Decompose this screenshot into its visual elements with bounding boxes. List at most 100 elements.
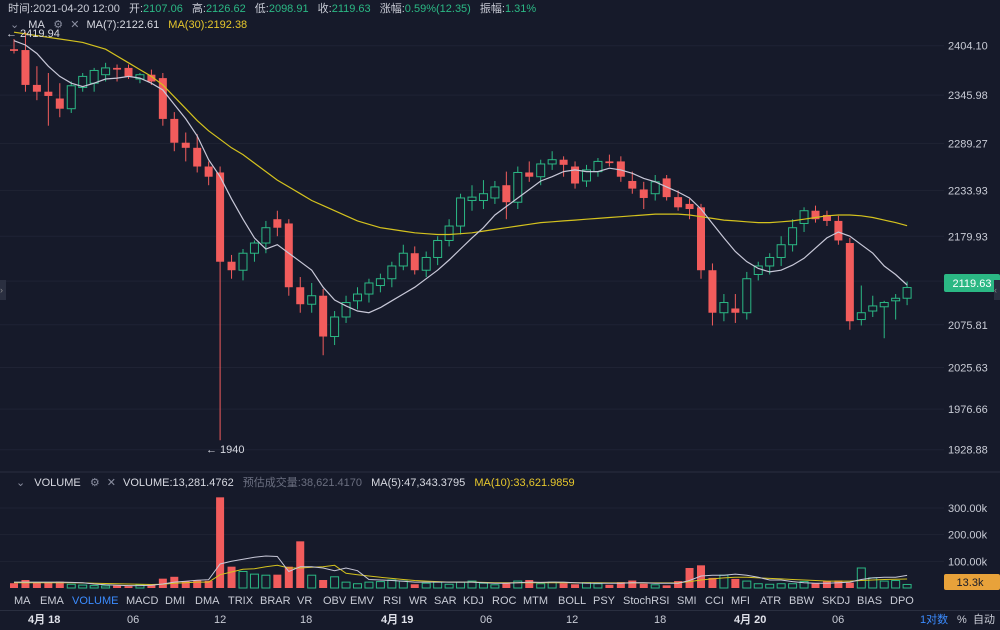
time-label: 时间: (8, 3, 34, 15)
open-value: 2107.06 (143, 3, 183, 15)
candle (776, 236, 786, 266)
candle (296, 277, 305, 313)
volume-bar (788, 583, 798, 589)
candle (616, 156, 625, 182)
volume-bar (238, 570, 248, 589)
volume-bar (719, 574, 729, 589)
indicator-tab-cci[interactable]: CCI (705, 595, 724, 607)
indicator-tab-kdj[interactable]: KDJ (463, 595, 484, 607)
price-axis-label: 2179.93 (948, 231, 988, 243)
volume-bar (147, 584, 156, 588)
candle (364, 278, 374, 303)
volume-collapse-icon[interactable]: ⌄ (16, 477, 26, 489)
candle (433, 236, 443, 266)
close-icon[interactable]: ✕ (70, 19, 80, 31)
ma-legend: ⌄ MA ⚙ ✕ MA(7):2122.61 MA(30):2192.38 (0, 16, 247, 34)
indicator-tab-volume[interactable]: VOLUME (72, 595, 119, 607)
volume-bar (410, 584, 419, 588)
price-axis-label: 1976.66 (948, 404, 988, 416)
indicator-tab-trix[interactable]: TRIX (228, 595, 254, 607)
candle (387, 261, 397, 288)
indicator-tab-bbw[interactable]: BBW (789, 595, 815, 607)
indicator-tab-dma[interactable]: DMA (195, 595, 220, 607)
volume-bar (674, 581, 683, 588)
candle (10, 39, 18, 54)
price-axis-label: 2404.10 (948, 41, 988, 53)
indicator-tab-bias[interactable]: BIAS (857, 595, 883, 607)
candle (238, 248, 248, 281)
volume-bar (478, 582, 488, 589)
ma30-line (13, 31, 908, 236)
percent-toggle[interactable]: % (957, 614, 967, 626)
volume-bar (193, 580, 202, 588)
indicator-tab-emv[interactable]: EMV (350, 595, 374, 607)
collapse-icon[interactable]: ⌄ (10, 19, 20, 31)
time-axis-label: 18 (300, 614, 313, 626)
candlestick-chart[interactable]: 2404.102345.982289.272233.932179.932127.… (0, 0, 1000, 592)
indicator-tab-atr[interactable]: ATR (760, 595, 782, 607)
time-axis-label: 4月 20 (734, 614, 767, 626)
indicator-tab-mtm[interactable]: MTM (523, 595, 549, 607)
volume-settings-icon[interactable]: ⚙ (89, 477, 100, 489)
candle (685, 198, 694, 220)
volume-bar (593, 583, 603, 589)
log-scale-toggle[interactable]: 1对数 (920, 614, 949, 626)
auto-toggle[interactable]: 自动 (973, 614, 995, 626)
settings-icon[interactable]: ⚙ (53, 19, 64, 31)
indicator-tab-smi[interactable]: SMI (677, 595, 697, 607)
volume-bar (433, 581, 443, 589)
candle (261, 220, 271, 254)
volume-bar (834, 580, 843, 588)
indicator-tab-sar[interactable]: SAR (434, 595, 457, 607)
volume-bar (113, 585, 122, 588)
indicator-tab-mfi[interactable]: MFI (731, 595, 750, 607)
indicator-tab-ma[interactable]: MA (14, 595, 31, 607)
indicator-tab-stochrsi[interactable]: StochRSI (623, 595, 670, 607)
indicator-tab-macd[interactable]: MACD (126, 595, 159, 607)
volume-bar (319, 580, 328, 588)
indicator-tab-ema[interactable]: EMA (40, 595, 64, 607)
indicator-tab-dpo[interactable]: DPO (890, 595, 914, 607)
volume-bar (364, 581, 374, 589)
volume-bar (467, 580, 477, 589)
candle (55, 83, 64, 118)
candle (571, 161, 580, 189)
candle (674, 190, 683, 211)
time-axis-label: 06 (832, 614, 845, 626)
candle (891, 294, 901, 320)
low-label: 低: (254, 3, 269, 15)
candle (170, 112, 179, 152)
candle (753, 261, 763, 281)
volume-bar (502, 582, 511, 588)
amplitude-value: 1.31% (504, 3, 537, 15)
candle (490, 180, 500, 204)
volume-bar (891, 580, 901, 589)
scroll-right-handle[interactable]: ‹ (994, 280, 1000, 300)
indicator-tab-rsi[interactable]: RSI (383, 595, 402, 607)
volume-bar (776, 583, 786, 589)
indicator-tab-dmi[interactable]: DMI (165, 595, 186, 607)
volume-bar (845, 582, 854, 588)
indicator-tab-psy[interactable]: PSY (593, 595, 616, 607)
volume-bar (708, 577, 717, 588)
indicator-tab-vr[interactable]: VR (297, 595, 313, 607)
candle (375, 273, 385, 293)
volume-bar (284, 566, 293, 588)
volume-bar (616, 582, 625, 588)
volume-close-icon[interactable]: ✕ (106, 477, 116, 489)
candle (742, 271, 752, 320)
indicator-tab-wr[interactable]: WR (409, 595, 428, 607)
candle (456, 193, 466, 235)
indicator-tab-skdj[interactable]: SKDJ (822, 595, 851, 607)
volume-ma5: MA(5):47,343.3795 (371, 477, 466, 489)
indicator-tab-roc[interactable]: ROC (492, 595, 517, 607)
volume-value: VOLUME:13,281.4762 (123, 477, 234, 489)
volume-axis-label: 200.00k (948, 530, 988, 542)
volume-bar (731, 578, 740, 588)
indicator-tab-boll[interactable]: BOLL (558, 595, 587, 607)
scroll-left-handle[interactable]: › (0, 280, 6, 300)
indicator-tab-brar[interactable]: BRAR (260, 595, 291, 607)
indicator-tab-obv[interactable]: OBV (323, 595, 347, 607)
high-marker: ← 2419.94 (6, 28, 60, 40)
candle (708, 263, 717, 326)
